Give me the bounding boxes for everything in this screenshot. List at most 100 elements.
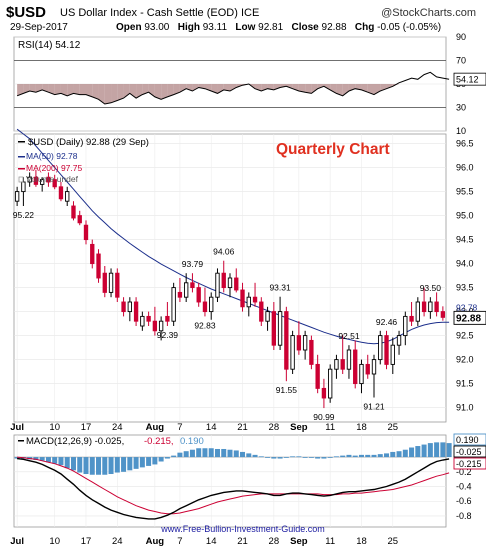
- macd-histogram-bar: [202, 448, 208, 458]
- macd-signal-legend-label: -0.215,: [144, 436, 174, 447]
- macd-x-tick-label: 7: [177, 536, 182, 547]
- rsi-oversold-fill: [192, 84, 199, 92]
- candle-up: [334, 359, 339, 370]
- price-y-tick-label: 91.0: [456, 403, 474, 413]
- rsi-oversold-fill: [167, 84, 174, 97]
- legend-swatch-volume: [18, 176, 24, 183]
- macd-histogram-bar: [139, 457, 145, 468]
- price-x-tick-label: 11: [325, 422, 335, 433]
- candle-down: [33, 176, 39, 185]
- date-label: 29-Sep-2017: [10, 22, 68, 33]
- candle-down: [196, 287, 201, 303]
- price-data-label: 94.06: [213, 247, 235, 257]
- candle-down: [165, 315, 170, 322]
- macd-histogram-bar: [64, 457, 70, 469]
- last-price-box: [453, 310, 486, 325]
- macd-x-tick-label: 18: [356, 536, 367, 547]
- macd-histogram-bar: [409, 447, 415, 458]
- macd-x-tick-label: 17: [81, 536, 92, 547]
- rsi-oversold-fill: [367, 84, 374, 95]
- ma200-legend-label: MA(200) 97.75: [26, 163, 82, 173]
- macd-histogram-bar: [283, 457, 289, 458]
- candle-down: [296, 335, 302, 351]
- macd-histogram-bar: [171, 455, 177, 458]
- rsi-oversold-fill: [280, 84, 287, 88]
- candle-up: [127, 301, 132, 313]
- macd-histogram-bar: [89, 457, 95, 475]
- ma50-legend-label: MA(50) 92.78: [26, 151, 78, 161]
- macd-histogram-bar: [158, 457, 164, 462]
- candle-down: [152, 320, 158, 332]
- site-label[interactable]: @StockCharts.com: [381, 7, 476, 19]
- price-x-tick-label: 7: [177, 422, 182, 433]
- candle-up: [158, 320, 164, 332]
- price-data-label: 91.21: [363, 402, 385, 412]
- macd-histogram-bar: [102, 457, 108, 475]
- candle-down: [353, 349, 358, 385]
- rsi-oversold-fill: [104, 84, 112, 104]
- candle-down: [46, 176, 51, 183]
- volume-legend-label: Volume undef: [26, 174, 79, 184]
- price-y-tick-label: 94.5: [456, 235, 474, 245]
- candle-down: [96, 253, 101, 279]
- candle-down: [315, 363, 320, 389]
- symbol-label: $USD: [6, 4, 47, 21]
- macd-y-tick-label: -0.6: [456, 496, 472, 506]
- candle-up: [215, 272, 220, 298]
- macd-legend-swatch: [18, 440, 24, 442]
- price-x-tick-label: 24: [112, 422, 123, 433]
- macd-histogram-bar: [396, 451, 402, 458]
- price-y-tick-label: 93.5: [456, 283, 474, 293]
- macd-histogram-bar: [77, 457, 83, 473]
- price-data-label: 92.46: [376, 317, 398, 327]
- quarterly-chart-annotation: Quarterly Chart: [276, 141, 390, 158]
- rsi-last-value-box: [453, 72, 486, 86]
- price-data-label: 92.39: [157, 330, 179, 340]
- candle-down: [177, 291, 183, 298]
- rsi-oversold-fill: [136, 84, 143, 99]
- price-y-tick-label: 92.0: [456, 355, 474, 365]
- candle-down: [252, 296, 258, 303]
- legend-swatch-ma200: [18, 168, 25, 170]
- macd-histogram-bar: [308, 457, 314, 458]
- macd-histogram-bar: [246, 453, 252, 458]
- rsi-oversold-fill: [217, 84, 224, 94]
- rsi-line: [16, 71, 450, 105]
- ohlc-summary: Open 93.00 High 93.11 Low 92.81 Close 92…: [116, 22, 442, 33]
- macd-histogram-bar: [265, 457, 271, 458]
- macd-histogram-bar: [377, 454, 383, 458]
- rsi-y-tick-label: 30: [456, 103, 466, 113]
- rsi-last-value-label: 54.12: [456, 75, 479, 85]
- ma50-line: [16, 128, 450, 345]
- macd-hist-legend-label: 0.190: [180, 436, 204, 447]
- macd-hist-value-label: 0.190: [456, 435, 479, 445]
- candle-down: [384, 335, 389, 365]
- rsi-oversold-fill: [73, 84, 80, 95]
- rsi-oversold-fill: [54, 84, 61, 95]
- legend-swatch-price: [18, 141, 25, 143]
- candle-down: [202, 301, 208, 313]
- candle-down: [240, 289, 245, 308]
- rsi-oversold-fill: [298, 84, 306, 93]
- price-x-tick-label: Aug: [146, 422, 165, 433]
- macd-histogram-bar: [315, 457, 321, 459]
- price-y-tick-label: 94.0: [456, 259, 474, 269]
- rsi-oversold-fill: [142, 84, 149, 95]
- macd-histogram-bar: [427, 443, 433, 458]
- candle-down: [321, 387, 327, 399]
- macd-histogram-bar: [108, 457, 114, 475]
- rsi-oversold-fill: [117, 84, 124, 101]
- rsi-oversold-fill: [342, 84, 349, 96]
- candle-down: [284, 311, 289, 370]
- rsi-oversold-fill: [111, 84, 118, 103]
- macd-x-tick-label: 25: [387, 536, 398, 547]
- footer-url[interactable]: www.Free-Bullion-Investment-Guide.com: [161, 524, 325, 534]
- candle-up: [265, 311, 270, 322]
- candle-up: [108, 272, 114, 293]
- price-x-tick-label: 21: [237, 422, 248, 433]
- price-data-label: 93.31: [269, 283, 291, 293]
- candle-up: [428, 301, 433, 313]
- macd-histogram-bar: [70, 457, 76, 471]
- rsi-oversold-fill: [292, 84, 299, 92]
- candle-up: [227, 277, 233, 289]
